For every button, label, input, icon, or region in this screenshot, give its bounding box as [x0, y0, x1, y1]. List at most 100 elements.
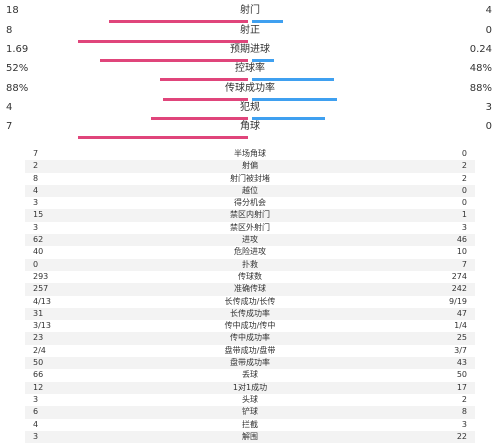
home-value: 23	[33, 333, 44, 343]
stat-label: 1对1成功	[232, 382, 268, 392]
away-value: 9/19	[449, 296, 467, 306]
away-value: 8	[461, 407, 467, 417]
home-value: 8	[33, 173, 39, 183]
away-value: 43	[456, 358, 467, 368]
away-value: 242	[451, 284, 467, 294]
home-value: 1.69	[6, 44, 29, 55]
stat-label: 犯规	[240, 102, 260, 113]
stat-label: 传中成功率	[230, 333, 270, 343]
away-value: 3	[485, 102, 492, 113]
stat-bar-row: 18 射门 4	[0, 4, 500, 23]
table-row: 4/13 长传成功/长传 9/19	[25, 296, 475, 308]
stat-label: 铲球	[242, 407, 258, 417]
away-value: 3	[461, 222, 467, 232]
stat-label: 头球	[242, 394, 258, 404]
home-value: 12	[33, 382, 44, 392]
home-bar	[160, 78, 248, 81]
home-value: 66	[33, 370, 44, 380]
table-row: 31 长传成功率 47	[25, 307, 475, 321]
stat-label: 传中成功/传中	[224, 321, 276, 331]
stat-bar-row: 1.69 预期进球 0.24	[0, 43, 500, 62]
home-value: 4	[33, 185, 39, 195]
stat-bar-row: 88% 传球成功率 88%	[0, 82, 500, 101]
stat-label: 得分机会	[234, 198, 266, 208]
home-value: 88%	[6, 83, 29, 94]
table-row: 40 危险进攻 10	[25, 246, 475, 258]
table-row: 4 拦截 3	[25, 419, 475, 431]
away-bar	[252, 20, 283, 23]
away-value: 88%	[469, 83, 492, 94]
away-value: 48%	[469, 63, 492, 74]
home-value: 4	[6, 102, 13, 113]
home-value: 2/4	[33, 345, 46, 355]
table-row: 3/13 传中成功/传中 1/4	[25, 320, 475, 332]
away-value: 0	[461, 198, 467, 208]
stat-label: 长传成功率	[230, 308, 270, 318]
home-bar	[163, 98, 248, 101]
stat-label: 传球成功率	[225, 83, 275, 94]
table-row: 3 得分机会 0	[25, 197, 475, 209]
away-bar	[252, 98, 337, 101]
home-value: 3	[33, 431, 39, 441]
home-value: 4/13	[33, 296, 51, 306]
stat-label: 越位	[242, 185, 258, 195]
table-row: 8 射门被封堵 2	[25, 173, 475, 185]
home-value: 3	[33, 222, 39, 232]
stat-label: 射门被封堵	[230, 173, 270, 183]
home-value: 4	[33, 419, 39, 429]
away-value: 2	[461, 161, 467, 171]
home-value: 7	[33, 149, 39, 158]
stat-label: 射正	[240, 25, 260, 36]
table-row: 293 传球数 274	[25, 271, 475, 283]
stat-label: 禁区外射门	[230, 222, 270, 232]
away-value: 2	[461, 173, 467, 183]
home-value: 0	[33, 259, 39, 269]
away-value: 0	[461, 185, 467, 195]
table-row: 66 丢球 50	[25, 369, 475, 381]
table-row: 3 解围 22	[25, 430, 475, 443]
home-value: 6	[33, 407, 39, 417]
home-value: 3/13	[33, 321, 51, 331]
away-value: 46	[456, 235, 467, 245]
away-value: 2	[461, 394, 467, 404]
stat-label: 控球率	[235, 63, 265, 74]
home-value: 15	[33, 210, 44, 220]
home-value: 7	[6, 121, 13, 132]
away-value: 47	[456, 308, 467, 318]
away-value: 17	[456, 382, 467, 392]
home-value: 50	[33, 358, 44, 368]
home-value: 62	[33, 235, 44, 245]
away-value: 0.24	[469, 44, 492, 55]
away-value: 1	[461, 210, 467, 220]
stat-label: 传球数	[238, 271, 262, 281]
home-value: 18	[6, 5, 19, 16]
away-value: 0	[485, 121, 492, 132]
away-value: 10	[456, 247, 467, 257]
table-row: 0 扑救 7	[25, 258, 475, 271]
stat-label: 解围	[242, 431, 258, 441]
home-value: 40	[33, 247, 44, 257]
table-row: 6 铲球 8	[25, 406, 475, 419]
away-bar	[252, 78, 334, 81]
away-value: 3/7	[454, 345, 467, 355]
home-value: 52%	[6, 63, 29, 74]
table-row: 12 1对1成功 17	[25, 381, 475, 394]
table-row: 257 准确传球 242	[25, 283, 475, 296]
home-bar	[100, 59, 248, 62]
table-row: 23 传中成功率 25	[25, 332, 475, 345]
away-bar	[252, 117, 325, 120]
table-row: 62 进攻 46	[25, 234, 475, 247]
away-value: 1/4	[454, 321, 467, 331]
stat-label: 射门	[240, 5, 260, 16]
table-row: 15 禁区内射门 1	[25, 209, 475, 222]
stat-bar-row: 4 犯规 3	[0, 101, 500, 120]
table-row: 3 头球 2	[25, 394, 475, 406]
home-bar	[151, 117, 248, 120]
stat-label: 预期进球	[230, 44, 270, 55]
table-row: 2 射偏 2	[25, 160, 475, 173]
stat-label: 丢球	[242, 370, 258, 380]
home-value: 2	[33, 161, 39, 171]
away-value: 274	[451, 271, 467, 281]
stat-table: 7 半场角球 0 2 射偏 2 8 射门被封堵 2 4 越位 0 3 得分机会 0 15 禁区内射门 1 3 禁区外射…	[25, 148, 475, 443]
away-value: 3	[461, 419, 467, 429]
